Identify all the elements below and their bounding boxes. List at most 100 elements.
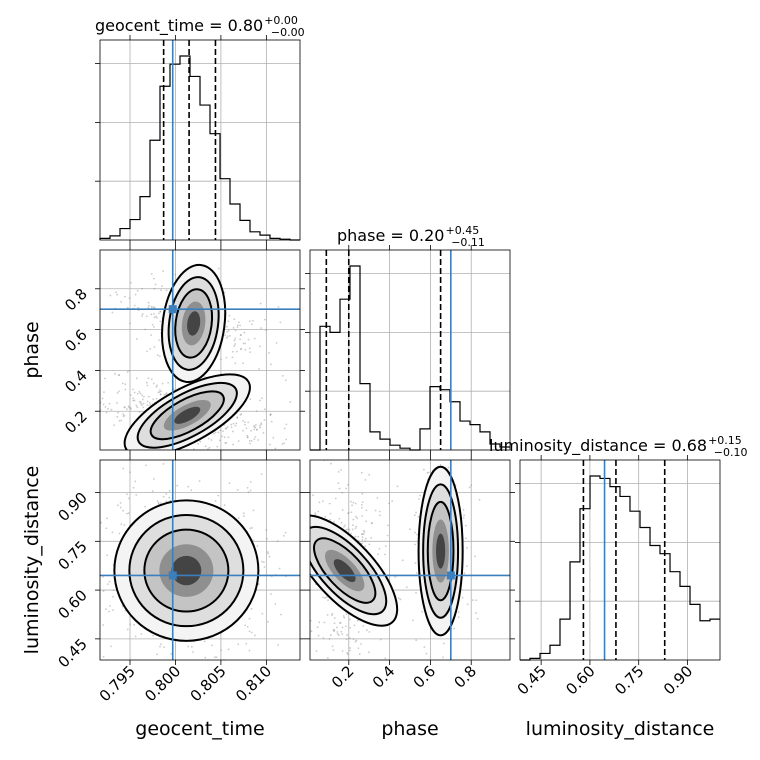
sample-point — [119, 506, 122, 509]
sample-point — [468, 451, 470, 453]
sample-point — [285, 423, 288, 426]
y-tick-label: 0.8 — [61, 285, 91, 315]
sample-point — [357, 619, 359, 622]
sample-point — [92, 602, 94, 604]
sample-point — [118, 420, 121, 422]
sample-point — [326, 614, 329, 616]
sample-point — [127, 405, 130, 408]
sample-point — [162, 495, 165, 498]
sample-point — [243, 515, 245, 517]
sample-point — [284, 379, 287, 382]
sample-point — [199, 450, 201, 452]
sample-point — [462, 508, 465, 511]
sample-point — [341, 491, 344, 494]
sample-point — [256, 428, 258, 431]
sample-point — [336, 626, 338, 629]
sample-point — [345, 613, 348, 616]
density-level — [187, 311, 201, 336]
sample-point — [234, 662, 236, 664]
x-label-geocent-time: geocent_time — [135, 718, 264, 740]
sample-point — [237, 446, 239, 448]
truth-marker — [168, 305, 177, 314]
sample-point — [306, 624, 308, 626]
y-label-luminosity-distance: luminosity_distance — [21, 466, 43, 655]
sample-point — [257, 439, 260, 441]
sample-point — [445, 687, 447, 689]
sample-point — [361, 536, 364, 539]
sample-point — [134, 635, 137, 638]
x-tick-label: 0.75 — [611, 662, 647, 698]
sample-point — [200, 663, 202, 665]
sample-point — [156, 500, 159, 503]
sample-point — [60, 364, 62, 366]
sample-point — [251, 526, 253, 529]
sample-point — [120, 419, 123, 422]
sample-point — [214, 500, 217, 502]
sample-point — [231, 350, 234, 353]
sample-point — [415, 639, 418, 642]
sample-point — [453, 627, 455, 630]
sample-point — [414, 543, 416, 546]
sample-point — [102, 575, 104, 578]
sample-point — [360, 471, 363, 474]
sample-point — [218, 439, 221, 442]
sample-point — [237, 453, 239, 455]
panel-frame — [309, 249, 511, 451]
sample-point — [305, 560, 307, 562]
sample-point — [334, 497, 337, 500]
sample-point — [280, 613, 282, 616]
sample-point — [145, 381, 148, 384]
sample-point — [227, 436, 230, 439]
sample-point — [415, 591, 417, 594]
sample-point — [138, 390, 141, 393]
sample-point — [340, 630, 343, 633]
sample-point — [289, 401, 292, 403]
sample-point — [125, 408, 128, 411]
sample-point — [250, 631, 253, 634]
histogram-luminosity-distance — [520, 475, 720, 661]
sample-point — [266, 551, 269, 553]
sample-point — [233, 318, 236, 321]
sample-point — [216, 445, 219, 448]
sample-point — [305, 576, 307, 578]
sample-point — [249, 398, 252, 400]
sample-point — [333, 617, 336, 620]
sample-point — [225, 325, 228, 328]
sample-point — [247, 491, 250, 493]
sample-point — [157, 501, 160, 504]
contour-line — [136, 381, 238, 449]
sample-point — [263, 408, 266, 411]
sample-point — [112, 609, 114, 612]
sample-point — [239, 348, 242, 351]
sample-point — [253, 425, 256, 428]
sample-point — [332, 630, 335, 632]
sample-point — [350, 511, 353, 514]
sample-point — [256, 428, 258, 431]
sample-point — [225, 441, 228, 444]
sample-point — [122, 467, 125, 470]
sample-point — [123, 295, 126, 298]
sample-point — [152, 398, 155, 401]
sample-point — [104, 405, 107, 408]
sample-point — [244, 624, 247, 627]
sample-point — [439, 463, 442, 466]
sample-point — [274, 464, 276, 466]
sample-point — [363, 531, 366, 533]
sample-point — [128, 369, 131, 372]
sample-point — [149, 347, 152, 350]
sample-point — [355, 639, 358, 642]
sample-point — [324, 435, 326, 437]
sample-point — [237, 643, 240, 646]
sample-point — [260, 327, 262, 329]
sample-point — [337, 482, 340, 485]
sample-point — [478, 498, 481, 501]
sample-point — [475, 599, 478, 602]
sample-point — [146, 350, 148, 353]
sample-point — [121, 382, 124, 385]
x-tick-label: 0.6 — [410, 662, 440, 692]
sample-point — [84, 567, 86, 569]
sample-point — [378, 514, 381, 517]
sample-point — [51, 630, 53, 632]
joint-geocent-time-luminosity-distance — [51, 446, 300, 665]
